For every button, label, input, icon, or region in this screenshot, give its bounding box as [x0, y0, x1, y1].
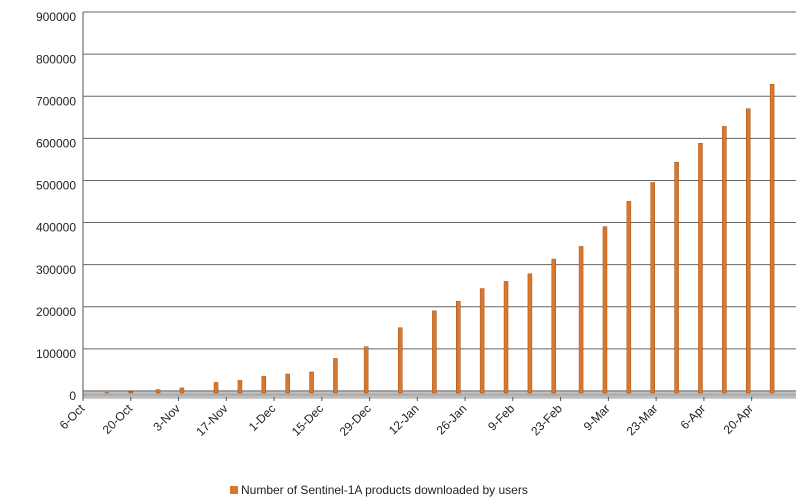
- x-tick-label: 23-Feb: [528, 401, 565, 438]
- y-tick-label: 400000: [36, 221, 76, 235]
- x-tick-label: 15-Dec: [289, 401, 326, 438]
- x-tick-label: 20-Oct: [100, 401, 136, 437]
- bar: [698, 143, 702, 393]
- bar: [180, 388, 184, 393]
- bar: [129, 392, 133, 393]
- legend-label: Number of Sentinel-1A products downloade…: [241, 483, 528, 497]
- bar: [770, 84, 774, 393]
- x-tick-label: 6-Apr: [678, 401, 709, 432]
- bar: [286, 374, 290, 393]
- y-tick-label: 200000: [36, 305, 76, 319]
- x-tick-label: 3-Nov: [150, 401, 183, 434]
- x-tick-label: 9-Mar: [581, 401, 613, 433]
- x-tick-label: 12-Jan: [386, 401, 422, 437]
- bar: [504, 281, 508, 393]
- x-tick-label: 23-Mar: [624, 401, 661, 438]
- y-tick-label: 600000: [36, 137, 76, 151]
- bar: [398, 328, 402, 393]
- bar: [651, 182, 655, 393]
- y-tick-label: 500000: [36, 179, 76, 193]
- y-tick-label: 800000: [36, 52, 76, 66]
- x-tick-label: 20-Apr: [721, 401, 756, 436]
- bar: [333, 358, 337, 393]
- y-tick-label: 900000: [36, 10, 76, 24]
- bar: [364, 347, 368, 393]
- x-tick-label: 17-Nov: [193, 401, 230, 438]
- bar: [262, 376, 266, 393]
- bar: [456, 301, 460, 393]
- bar: [310, 372, 314, 393]
- x-tick-label: 29-Dec: [337, 401, 374, 438]
- bar: [156, 390, 160, 393]
- bar: [746, 109, 750, 393]
- y-tick-label: 100000: [36, 347, 76, 361]
- bar: [579, 246, 583, 393]
- bar: [603, 227, 607, 393]
- y-tick-label: 0: [69, 389, 76, 403]
- y-tick-label: 300000: [36, 263, 76, 277]
- x-tick-label: 6-Oct: [57, 401, 88, 432]
- bar: [238, 380, 242, 393]
- y-tick-label: 700000: [36, 94, 76, 108]
- legend-swatch: [230, 486, 238, 494]
- x-tick-label: 9-Feb: [485, 401, 517, 433]
- x-tick-label: 1-Dec: [246, 401, 279, 434]
- bar: [627, 201, 631, 393]
- bar: [432, 311, 436, 393]
- bar: [552, 259, 556, 393]
- bar: [722, 126, 726, 393]
- x-tick-label: 26-Jan: [434, 401, 470, 437]
- bar: [214, 382, 218, 393]
- bar: [675, 162, 679, 393]
- bar: [480, 289, 484, 393]
- bar: [528, 274, 532, 393]
